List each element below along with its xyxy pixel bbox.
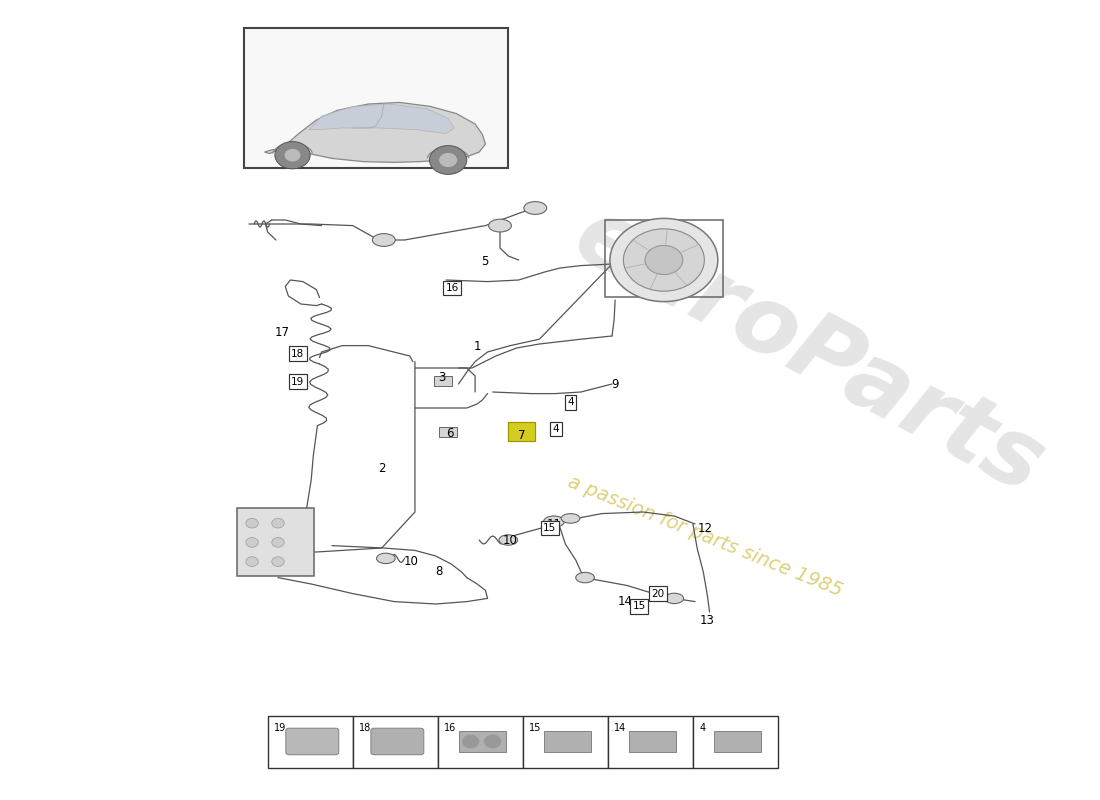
Circle shape — [624, 229, 704, 291]
Text: 18: 18 — [292, 349, 305, 358]
Bar — [605, 221, 723, 298]
Ellipse shape — [499, 534, 518, 546]
Bar — [608, 716, 693, 768]
Text: 13: 13 — [700, 614, 715, 626]
Circle shape — [272, 557, 284, 566]
Text: a passion for parts since 1985: a passion for parts since 1985 — [565, 472, 846, 600]
Bar — [244, 28, 508, 168]
Ellipse shape — [488, 219, 512, 232]
Circle shape — [272, 518, 284, 528]
FancyBboxPatch shape — [371, 728, 424, 755]
Text: 14: 14 — [618, 595, 632, 608]
Polygon shape — [264, 102, 485, 162]
Bar — [459, 730, 506, 752]
Text: 3: 3 — [438, 371, 446, 384]
Text: 2: 2 — [378, 462, 385, 474]
Text: 17: 17 — [275, 326, 289, 338]
Bar — [714, 730, 761, 752]
Text: 8: 8 — [436, 565, 442, 578]
FancyBboxPatch shape — [286, 728, 339, 755]
Text: 15: 15 — [529, 723, 541, 733]
Bar — [236, 508, 315, 576]
Text: 19: 19 — [292, 377, 305, 386]
Polygon shape — [309, 104, 454, 134]
Circle shape — [485, 735, 501, 747]
Bar — [353, 716, 438, 768]
Ellipse shape — [543, 516, 564, 527]
Ellipse shape — [376, 554, 395, 563]
Text: 19: 19 — [274, 723, 286, 733]
Bar — [439, 426, 458, 437]
Text: 16: 16 — [444, 723, 456, 733]
Bar — [267, 716, 353, 768]
Circle shape — [275, 142, 310, 169]
Text: 6: 6 — [447, 427, 454, 440]
Circle shape — [285, 150, 300, 161]
Ellipse shape — [561, 514, 580, 523]
Text: 15: 15 — [632, 602, 646, 611]
Bar — [508, 422, 536, 441]
Text: 4: 4 — [552, 424, 559, 434]
Bar — [544, 730, 591, 752]
Text: 14: 14 — [614, 723, 626, 733]
Ellipse shape — [524, 202, 547, 214]
Bar — [433, 375, 452, 386]
Bar — [522, 716, 608, 768]
Text: 7: 7 — [518, 429, 526, 442]
Text: 5: 5 — [481, 255, 488, 268]
Text: 9: 9 — [612, 378, 619, 390]
Ellipse shape — [664, 594, 683, 604]
Bar — [693, 716, 778, 768]
Circle shape — [609, 218, 718, 302]
Circle shape — [429, 146, 466, 174]
Bar — [629, 730, 675, 752]
Text: 1: 1 — [473, 340, 481, 353]
Ellipse shape — [575, 573, 594, 582]
Bar — [438, 716, 522, 768]
Text: euroParts: euroParts — [559, 190, 1059, 514]
Ellipse shape — [373, 234, 395, 246]
Circle shape — [245, 518, 258, 528]
Circle shape — [645, 246, 683, 274]
Circle shape — [463, 735, 478, 747]
Text: 10: 10 — [503, 534, 518, 546]
Text: 4: 4 — [700, 723, 705, 733]
Circle shape — [440, 154, 456, 166]
Text: 4: 4 — [568, 398, 574, 407]
Text: 12: 12 — [697, 522, 713, 534]
Text: 15: 15 — [543, 523, 557, 533]
Circle shape — [245, 538, 258, 547]
Text: 18: 18 — [359, 723, 371, 733]
Text: 10: 10 — [404, 555, 418, 568]
Text: 20: 20 — [651, 589, 664, 598]
Text: 11: 11 — [547, 518, 561, 530]
Circle shape — [245, 557, 258, 566]
Text: 16: 16 — [446, 283, 459, 293]
Circle shape — [272, 538, 284, 547]
